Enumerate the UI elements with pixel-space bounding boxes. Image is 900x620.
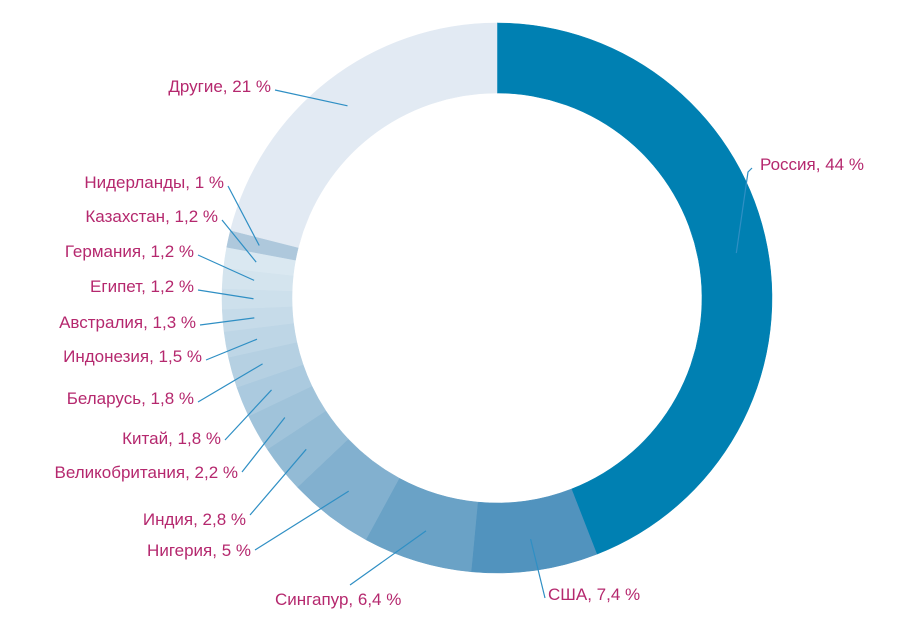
- leader-line-12: [221, 219, 257, 263]
- slice-label-5: Великобритания, 2,2 %: [55, 463, 238, 482]
- leader-line-13: [227, 185, 260, 246]
- leader-line-0: [735, 167, 753, 254]
- slice-label-0: Россия, 44 %: [760, 155, 864, 174]
- leader-line-5: [241, 417, 286, 473]
- leader-line-8: [205, 338, 258, 361]
- leader-lines: [197, 89, 753, 599]
- slice-label-4: Индия, 2,8 %: [143, 510, 246, 529]
- slice-label-10: Египет, 1,2 %: [90, 277, 194, 296]
- slice-label-14: Другие, 21 %: [168, 77, 271, 96]
- slice-label-7: Беларусь, 1,8 %: [67, 389, 194, 408]
- slice-0: [496, 22, 773, 555]
- leader-line-14: [274, 89, 348, 107]
- leader-line-7: [197, 363, 263, 403]
- leader-line-9: [199, 317, 255, 326]
- slice-label-6: Китай, 1,8 %: [122, 429, 221, 448]
- slice-label-8: Индонезия, 1,5 %: [63, 347, 202, 366]
- slice-labels: Россия, 44 % США, 7,4 % Сингапур, 6,4 % Ниг…: [55, 77, 864, 609]
- leader-line-1: [530, 539, 546, 599]
- slice-label-3: Нигерия, 5 %: [147, 541, 251, 560]
- slice-14: [230, 22, 498, 248]
- leader-line-3: [254, 490, 350, 551]
- leader-line-4: [249, 448, 307, 516]
- slice-label-9: Австралия, 1,3 %: [59, 313, 196, 332]
- leader-line-2: [349, 530, 427, 586]
- leader-line-11: [197, 254, 255, 281]
- slice-label-2: Сингапур, 6,4 %: [275, 590, 401, 609]
- slice-10: [221, 288, 293, 310]
- slice-label-12: Казахстан, 1,2 %: [85, 207, 218, 226]
- slice-label-13: Нидерланды, 1 %: [84, 173, 224, 192]
- leader-line-6: [224, 389, 272, 441]
- leader-line-10: [197, 289, 254, 300]
- slice-label-1: США, 7,4 %: [548, 585, 640, 604]
- slice-label-11: Германия, 1,2 %: [65, 242, 194, 261]
- donut-slices: [221, 22, 773, 574]
